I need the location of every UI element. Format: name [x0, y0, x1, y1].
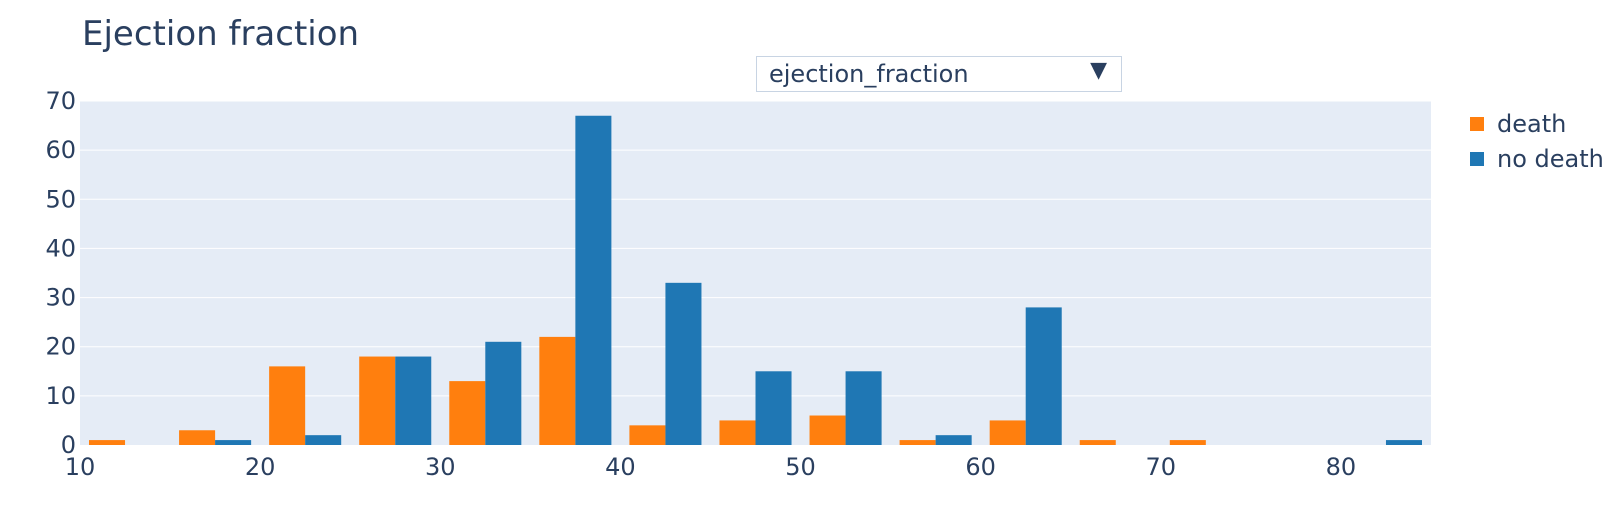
bar-no-death-45[interactable] — [755, 371, 792, 445]
dropdown-selected-value: ejection_fraction — [769, 60, 969, 88]
chart-title: Ejection fraction — [82, 14, 360, 54]
bar-no-death-40[interactable] — [665, 282, 702, 445]
y-tick-label: 40 — [45, 234, 76, 262]
legend-item-no-death[interactable]: no death — [1470, 141, 1604, 176]
bar-death-15[interactable] — [179, 430, 216, 445]
y-tick-label: 60 — [45, 136, 76, 164]
bar-no-death-55[interactable] — [935, 435, 972, 445]
bar-death-45[interactable] — [719, 420, 756, 445]
y-tick-label: 20 — [45, 333, 76, 361]
x-tick-label: 80 — [1326, 453, 1357, 481]
legend-label-no-death: no death — [1497, 144, 1604, 173]
legend-item-death[interactable]: death — [1470, 106, 1604, 141]
bar-no-death-35[interactable] — [575, 115, 612, 445]
y-tick-label: 50 — [45, 185, 76, 213]
x-tick-label: 30 — [425, 453, 456, 481]
x-tick-label: 60 — [965, 453, 996, 481]
legend-swatch-death — [1470, 116, 1484, 131]
dropdown-arrow-icon: ▼ — [1090, 58, 1107, 83]
legend-swatch-no-death — [1470, 151, 1484, 166]
variable-dropdown[interactable]: ejection_fraction ▼ — [756, 56, 1122, 92]
bar-death-60[interactable] — [989, 420, 1026, 445]
x-tick-label: 20 — [245, 453, 276, 481]
bar-death-35[interactable] — [539, 336, 576, 445]
bar-no-death-30[interactable] — [485, 341, 522, 445]
bar-no-death-60[interactable] — [1025, 307, 1062, 445]
bar-death-30[interactable] — [449, 381, 486, 445]
y-tick-label: 30 — [45, 284, 76, 312]
bar-death-10[interactable] — [89, 440, 126, 445]
y-tick-label: 0 — [61, 431, 76, 459]
y-axis: 0 10 20 30 40 50 60 70 — [45, 87, 76, 459]
x-tick-label: 10 — [65, 453, 96, 481]
y-tick-label: 70 — [45, 87, 76, 115]
bar-no-death-50[interactable] — [845, 371, 882, 445]
bar-death-65[interactable] — [1079, 440, 1116, 445]
x-tick-label: 40 — [605, 453, 636, 481]
bar-death-25[interactable] — [359, 356, 396, 445]
x-axis: 10 20 30 40 50 60 70 80 — [65, 453, 1356, 481]
x-tick-label: 70 — [1146, 453, 1177, 481]
legend-label-death: death — [1497, 109, 1567, 138]
bars — [89, 115, 1422, 445]
bar-death-40[interactable] — [629, 425, 666, 445]
bar-death-50[interactable] — [809, 415, 846, 445]
bar-no-death-15[interactable] — [215, 440, 252, 445]
bar-no-death-20[interactable] — [305, 435, 342, 445]
legend: death no death — [1470, 106, 1604, 176]
y-tick-label: 10 — [45, 382, 76, 410]
bar-no-death-80[interactable] — [1385, 440, 1422, 445]
x-tick-label: 50 — [785, 453, 816, 481]
bar-death-70[interactable] — [1169, 440, 1206, 445]
bar-no-death-25[interactable] — [395, 356, 432, 445]
bar-death-55[interactable] — [899, 440, 936, 445]
bar-death-20[interactable] — [269, 366, 306, 445]
